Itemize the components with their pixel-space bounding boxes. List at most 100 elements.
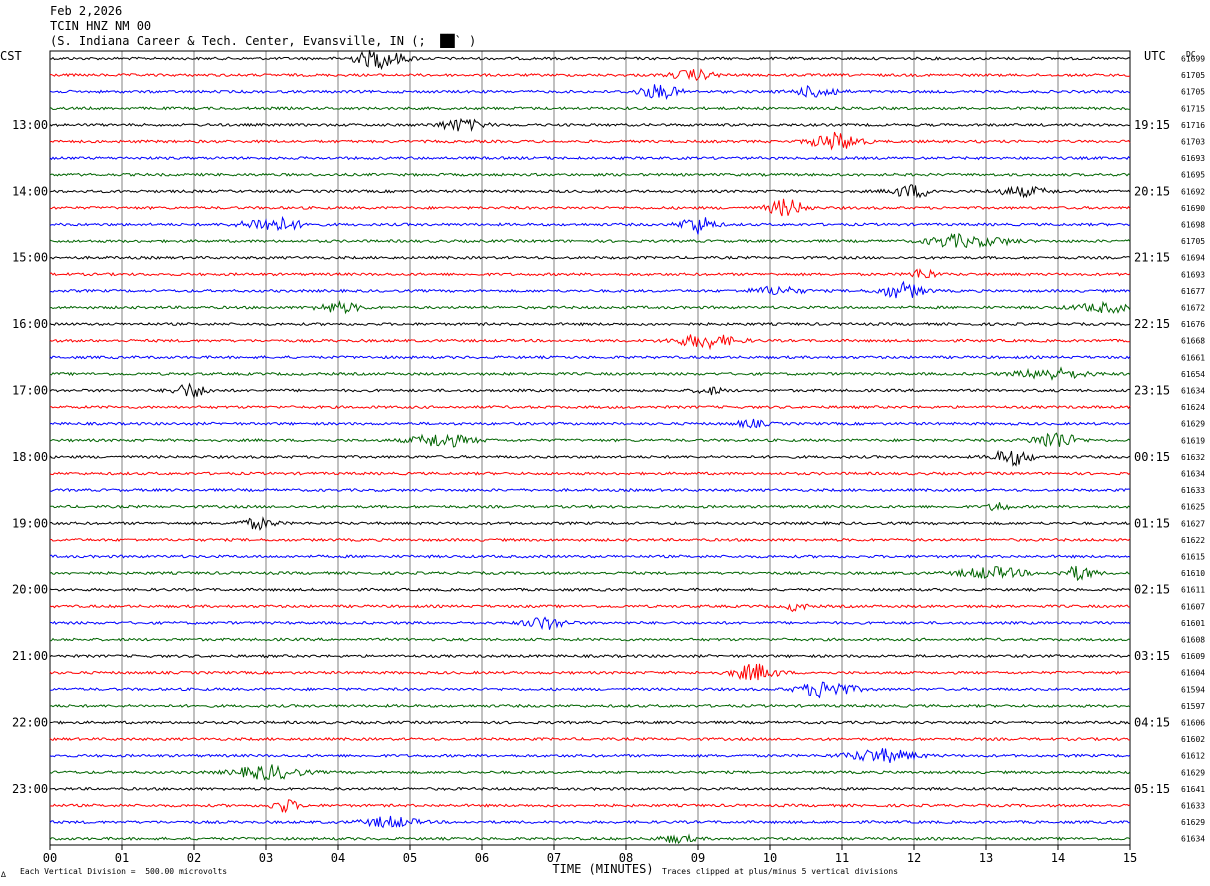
dc-offset-label: 61602 [1181,735,1205,744]
left-hour-label: 13:00 [12,118,48,132]
x-tick-label: 09 [691,851,705,865]
dc-offset-label: 61641 [1181,785,1205,794]
x-tick-label: 05 [403,851,417,865]
dc-offset-label: 61661 [1181,353,1205,362]
trace-line [49,215,1131,235]
left-hour-label: 15:00 [12,251,48,265]
dc-offset-label: 61634 [1181,387,1205,396]
trace-line [50,720,1131,725]
trace-line [49,748,1131,764]
trace-line [49,703,1131,709]
dc-offset-label: 61698 [1181,221,1205,230]
trace-line [49,172,1131,177]
dc-offset-label: 61715 [1181,104,1205,113]
trace-line [49,84,1131,100]
corner-mark: ∆ [1,870,6,879]
trace-line [49,382,1131,399]
trace-line [49,764,1131,781]
clip-note: Traces clipped at plus/minus 5 vertical … [662,867,899,876]
x-tick-label: 02 [187,851,201,865]
trace-line [49,155,1131,161]
dc-offset-label: 61705 [1181,237,1205,246]
x-tick-label: 15 [1123,851,1137,865]
x-tick-label: 14 [1051,851,1065,865]
x-tick-label: 06 [475,851,489,865]
trace-line [50,50,1131,71]
trace-line [49,68,1131,81]
dc-offset-label: 61690 [1181,204,1205,213]
dc-offset-label: 61633 [1181,802,1205,811]
trace-line [49,471,1131,476]
trace-line [49,106,1131,111]
dc-offset-label: 61619 [1181,436,1205,445]
trace-line [50,404,1131,410]
right-hour-label: 22:15 [1134,317,1170,331]
trace-line [49,736,1131,742]
left-hour-label: 16:00 [12,317,48,331]
location-label: (S. Indiana Career & Tech. Center, Evans… [50,34,477,48]
dc-offset-label: 61672 [1181,304,1205,313]
left-hour-label: 20:00 [12,583,48,597]
left-hour-label: 19:00 [12,516,48,530]
dc-offset-label: 61634 [1181,835,1205,844]
trace-line [49,299,1131,315]
left-hour-label: 18:00 [12,450,48,464]
dc-offset-label: 61695 [1181,171,1205,180]
dc-header-label: DC [1186,50,1196,59]
x-tick-label: 12 [907,851,921,865]
left-hour-label: 22:00 [12,716,48,730]
dc-offset-label: 61609 [1181,652,1205,661]
trace-line [49,355,1131,360]
dc-offset-label: 61633 [1181,486,1205,495]
dc-offset-label: 61634 [1181,470,1205,479]
left-hour-label: 21:00 [12,649,48,663]
timezone-left-label: CST [0,49,22,63]
dc-offset-label: 61601 [1181,619,1205,628]
dc-offset-label: 61627 [1181,519,1205,528]
left-hour-label: 17:00 [12,384,48,398]
right-hour-label: 04:15 [1134,716,1170,730]
dc-offset-label: 61703 [1181,138,1205,147]
trace-line [49,366,1131,381]
x-tick-label: 10 [763,851,777,865]
trace-line [49,321,1131,327]
left-hour-label: 23:00 [12,782,48,796]
trace-line [49,198,1131,217]
right-hour-label: 01:15 [1134,516,1170,530]
dc-offset-label: 61668 [1181,337,1205,346]
trace-line [50,681,1131,699]
plot-frame [49,50,1131,846]
x-tick-label: 01 [115,851,129,865]
trace-line [49,516,1131,531]
trace-line [49,815,1131,829]
dc-offset-label: 61716 [1181,121,1205,130]
x-axis-title: TIME (MINUTES) [552,862,653,876]
trace-line [49,432,1131,448]
x-tick-label: 00 [43,851,57,865]
trace-line [49,418,1131,429]
timezone-right-label: UTC [1144,49,1166,63]
left-hour-label: 14:00 [12,184,48,198]
trace-line [49,637,1131,642]
x-tick-label: 08 [619,851,633,865]
x-tick-label: 04 [331,851,345,865]
dc-offset-label: 61677 [1181,287,1205,296]
trace-line [49,280,1131,299]
dc-offset-label: 61594 [1181,685,1205,694]
dc-offset-label: 61610 [1181,569,1205,578]
trace-line [49,537,1131,542]
right-hour-label: 20:15 [1134,184,1170,198]
dc-offset-label: 61676 [1181,320,1205,329]
trace-line [49,255,1131,260]
x-tick-label: 13 [979,851,993,865]
trace-line [49,232,1131,249]
dc-offset-label: 61694 [1181,254,1205,263]
trace-line [49,268,1131,279]
x-tick-label: 07 [547,851,561,865]
dc-offset-label: 61654 [1181,370,1205,379]
dc-offset-label: 61606 [1181,719,1205,728]
trace-line [49,587,1131,592]
dc-offset-label: 61692 [1181,187,1205,196]
dc-offset-label: 61624 [1181,403,1205,412]
